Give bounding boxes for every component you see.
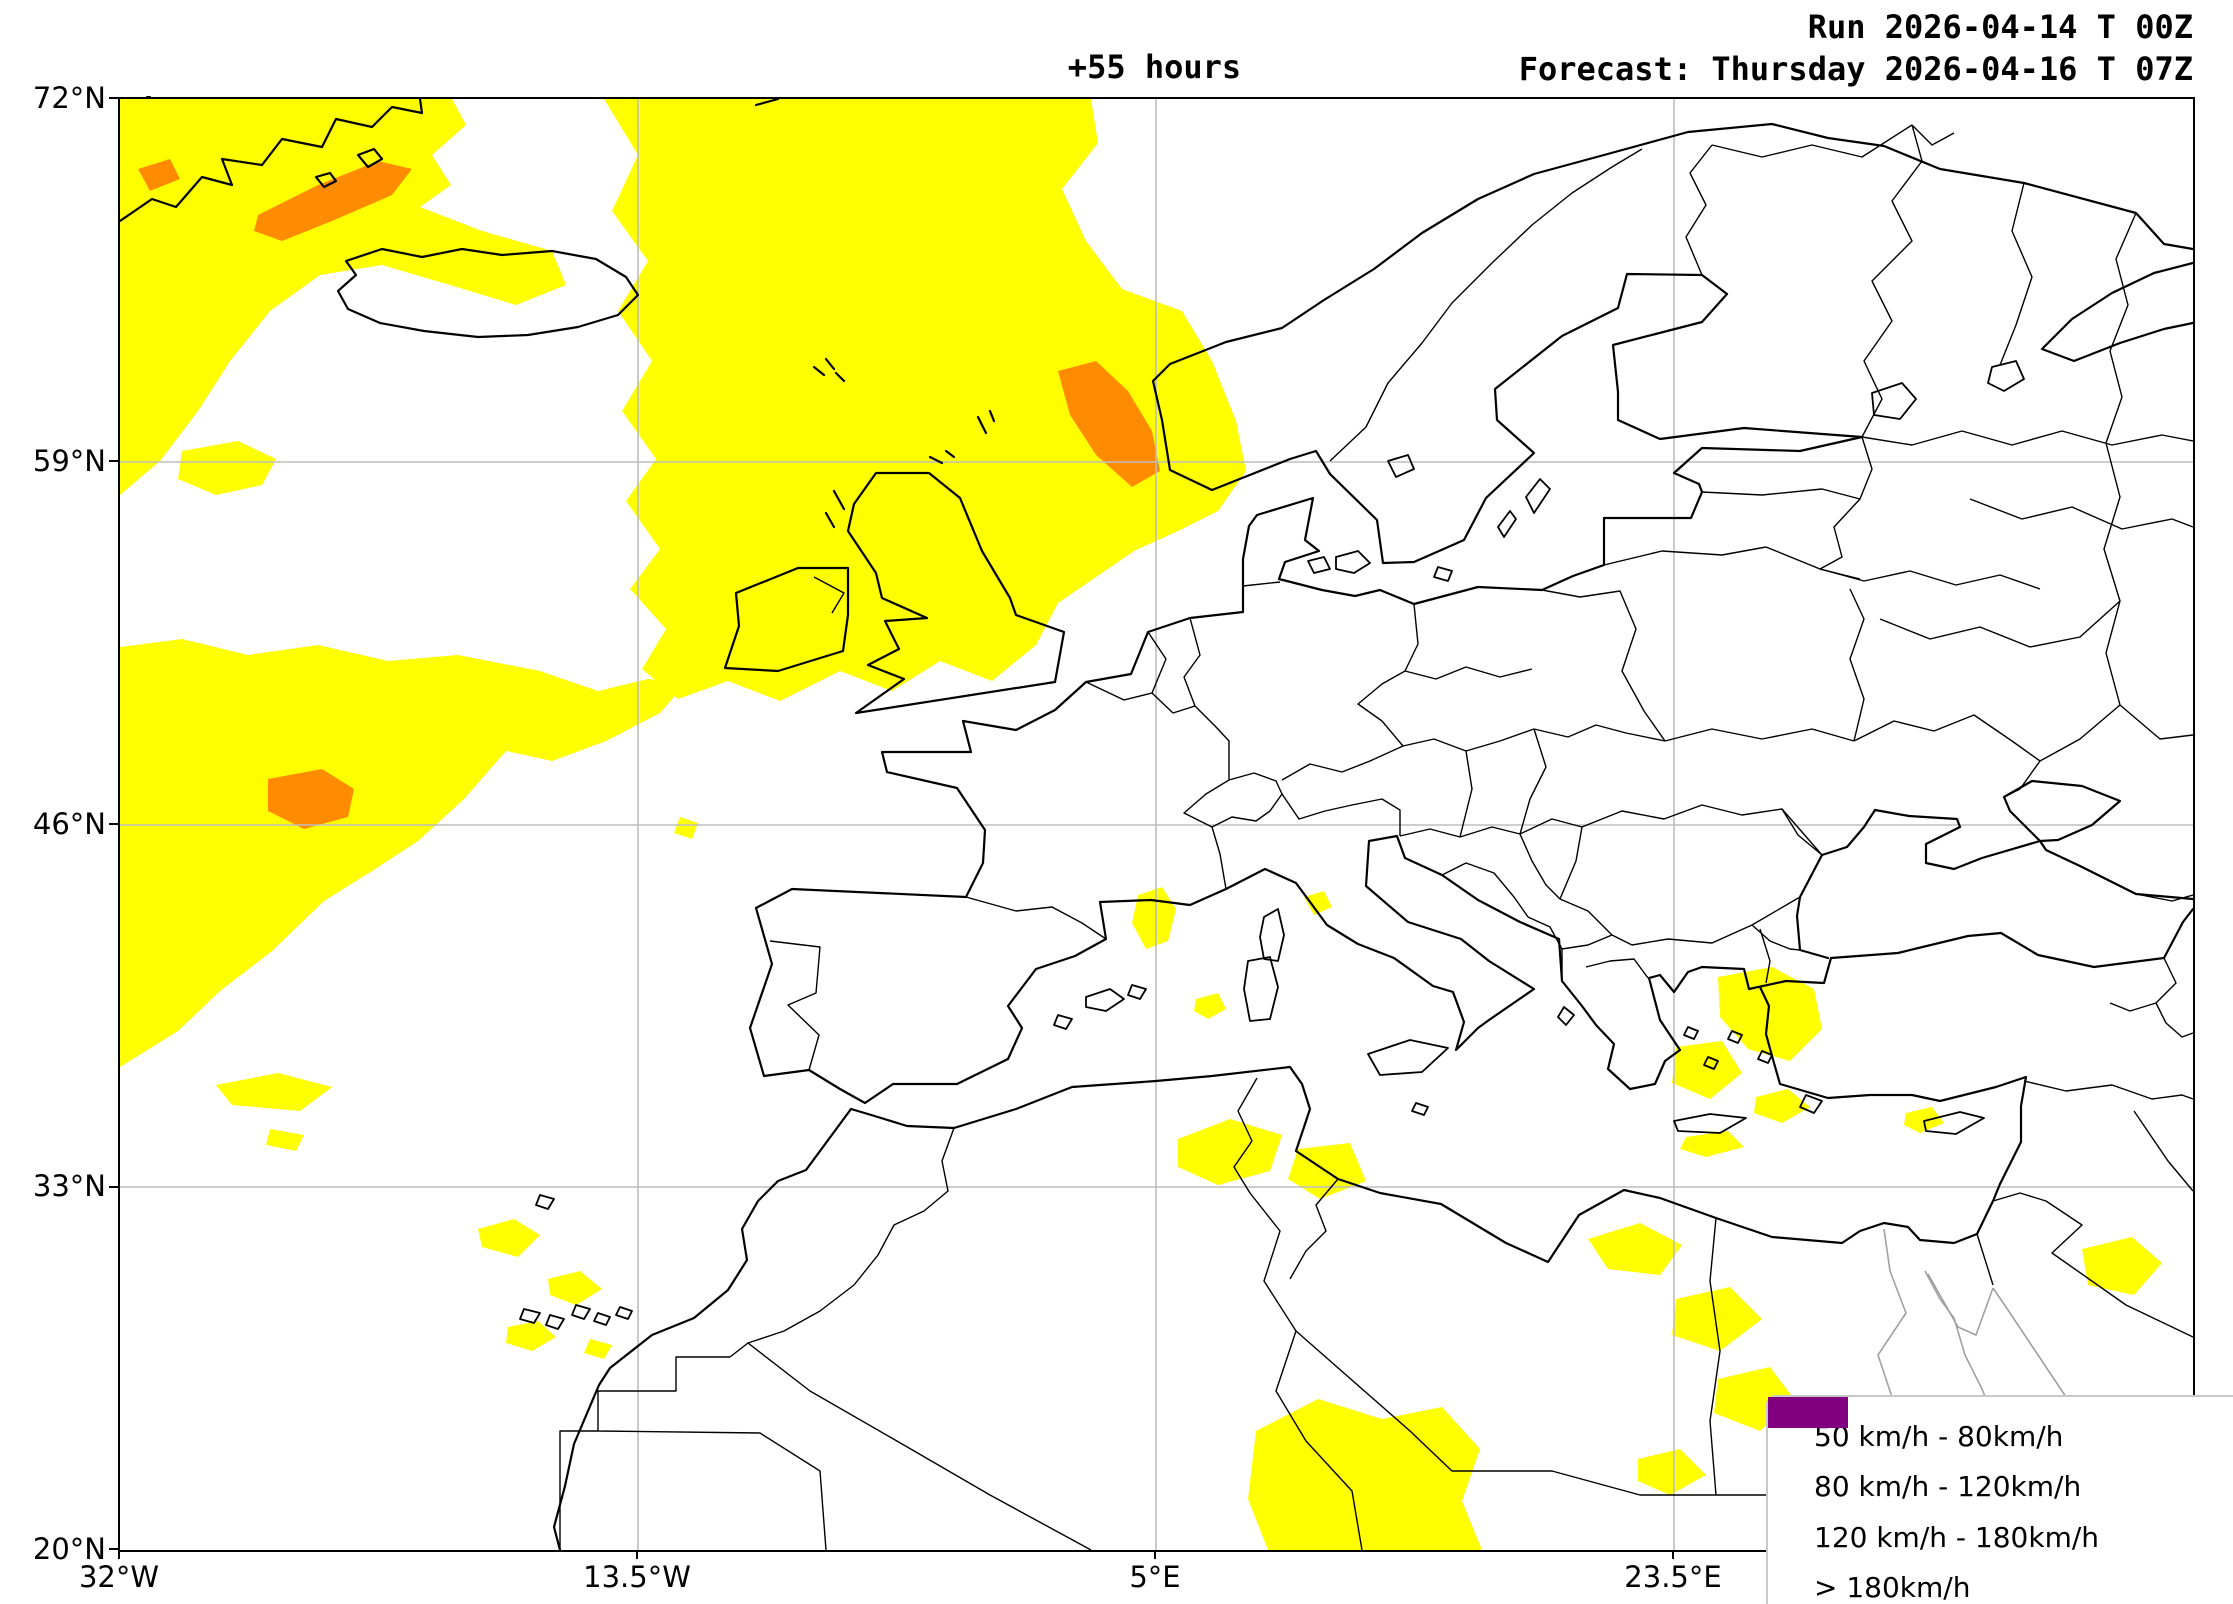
islands-and-lakes [519,360,2025,1330]
tick-mark [109,1186,118,1188]
legend-item-120-180: 120 km/h - 180km/h [1768,1397,2233,1554]
run-info: Run 2026-04-14 T 00Z [1807,8,2193,46]
country-borders [559,124,2193,1550]
map-plot-area: 50 km/h - 80km/h 80 km/h - 120km/h 120 k… [118,97,2233,1604]
wind-gust-legend: 50 km/h - 80km/h 80 km/h - 120km/h 120 k… [1766,1395,2233,1604]
tick-mark [1672,1550,1674,1559]
lead-time: +55 hours [1067,48,1242,86]
white-sea-coast [2040,261,2193,363]
coastlines [120,99,2193,1550]
iceland-coast [336,247,640,339]
tick-mark [118,1550,120,1559]
tick-mark [1154,1550,1156,1559]
legend-label: > 180km/h [1814,1570,1971,1604]
legend-swatch-purple [1768,1397,1848,1428]
header-right: Run 2026-04-14 T 00Z Forecast: Thursday … [1519,6,2193,90]
graticule-gridlines [120,99,2193,1550]
legend-label: 120 km/h - 180km/h [1814,1520,2100,1554]
tick-mark [109,97,118,99]
gust-layer-50-80 [120,99,2162,1550]
legend-item-gt-180: > 180km/h [1768,1397,2233,1604]
north-africa-coast [849,1065,1979,1264]
x-tick-32w: 32°W [78,1560,160,1594]
legend-label: 50 km/h - 80km/h [1814,1420,2064,1454]
legend-label: 80 km/h - 120km/h [1814,1470,2082,1504]
tick-mark [636,1550,638,1559]
azov-sea-coast [2002,779,2122,843]
great-britain-coast [846,471,1066,715]
tick-mark [109,460,118,462]
forecast-info: Forecast: Thursday 2026-04-16 T 07Z [1518,50,2193,88]
anatolia-coast [1758,985,2028,1236]
x-tick-13-5w: 13.5°W [583,1560,691,1594]
y-tick-72n: 72°N [32,81,106,115]
y-tick-20n: 20°N [32,1532,106,1566]
norway-arctic-coast [1151,122,2193,492]
x-tick-23-5e: 23.5°E [1624,1560,1722,1594]
black-sea-north-coast [1795,808,2193,960]
x-tick-5e: 5°E [1129,1560,1181,1594]
europe-main-coast [748,272,2193,1105]
tick-mark [109,823,118,825]
gust-layer-80-120 [138,159,1160,829]
map-svg [120,99,2193,1550]
tick-mark [109,1548,118,1550]
legend-item-80-120: 80 km/h - 120km/h [1768,1397,2233,1504]
y-tick-46n: 46°N [32,807,106,841]
ireland-coast [723,566,850,673]
greenland-coast [120,99,424,223]
morocco-atlantic-coast [552,1107,853,1550]
y-tick-33n: 33°N [32,1169,106,1203]
y-tick-59n: 59°N [32,444,106,478]
